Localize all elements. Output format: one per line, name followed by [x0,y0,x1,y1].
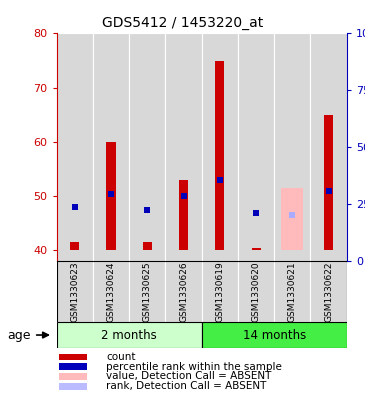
Text: GSM1330620: GSM1330620 [251,261,261,322]
Text: GDS5412 / 1453220_at: GDS5412 / 1453220_at [102,16,263,30]
Bar [238,261,274,322]
Text: rank, Detection Call = ABSENT: rank, Detection Call = ABSENT [106,381,266,391]
Bar [93,261,129,322]
Bar [311,261,347,322]
Bar [215,61,224,250]
Bar [179,180,188,250]
Bar [129,33,165,261]
Bar [274,261,311,322]
Text: 14 months: 14 months [243,329,306,342]
Text: 2 months: 2 months [101,329,157,342]
Text: percentile rank within the sample: percentile rank within the sample [106,362,282,372]
Bar [70,242,79,250]
Text: count: count [106,352,135,362]
Bar [274,33,311,261]
Bar [165,261,201,322]
Bar [57,33,93,261]
Bar [165,33,201,261]
Bar [59,373,87,380]
Bar [311,33,347,261]
Text: age: age [7,329,31,342]
Bar [251,248,261,250]
Text: GSM1330624: GSM1330624 [107,262,115,322]
Text: GSM1330625: GSM1330625 [143,261,152,322]
Bar [59,354,87,360]
Bar [93,33,129,261]
Text: value, Detection Call = ABSENT: value, Detection Call = ABSENT [106,371,271,382]
Text: GSM1330622: GSM1330622 [324,262,333,322]
Text: GSM1330626: GSM1330626 [179,261,188,322]
Bar [202,33,238,261]
Bar [57,322,202,348]
Bar [238,33,274,261]
Bar [57,261,93,322]
Bar [59,383,87,389]
Bar [281,188,303,250]
Bar [107,142,115,250]
Text: GSM1330623: GSM1330623 [70,261,79,322]
Text: GSM1330621: GSM1330621 [288,261,297,322]
Bar [129,261,165,322]
Bar [202,261,238,322]
Bar [324,115,333,250]
Text: GSM1330619: GSM1330619 [215,261,224,322]
Bar [59,364,87,370]
Bar [202,322,347,348]
Bar [143,242,152,250]
